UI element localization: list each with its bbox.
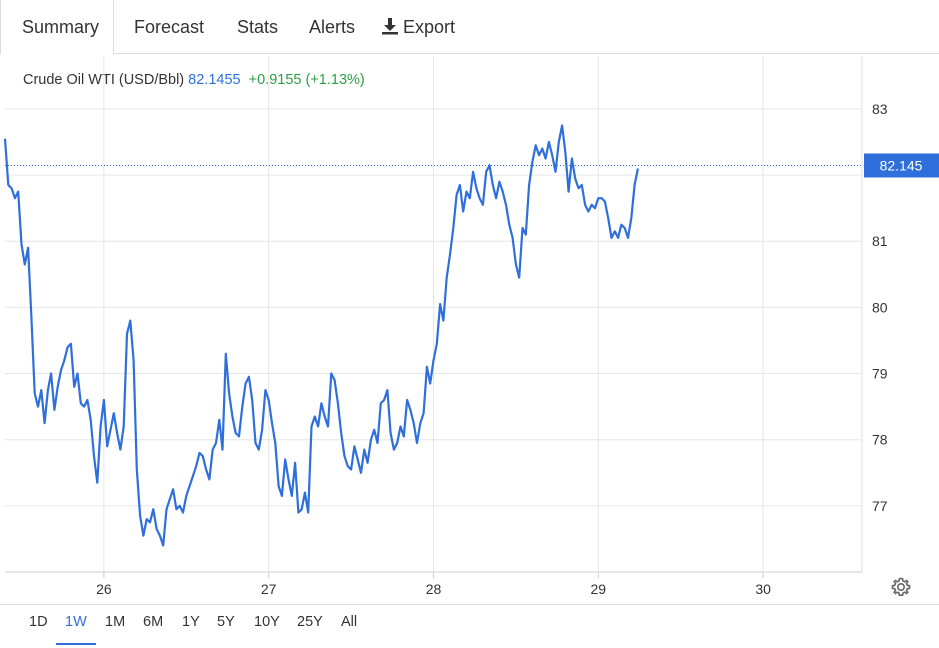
- y-tick-label: 80: [872, 299, 888, 315]
- range-1d[interactable]: 1D: [29, 614, 48, 630]
- range-1m[interactable]: 1M: [105, 614, 126, 630]
- y-tick-label: 83: [872, 101, 888, 117]
- y-tick-label: 79: [872, 366, 888, 382]
- range-6m[interactable]: 6M: [143, 614, 164, 630]
- tab-summary[interactable]: Summary: [0, 0, 115, 55]
- tab-forecast[interactable]: Forecast: [134, 17, 205, 37]
- x-tick-label: 29: [591, 581, 607, 597]
- range-1w[interactable]: 1W: [65, 614, 87, 630]
- range-selector: 1D 1W 1M 6M 1Y 5Y 10Y 25Y All: [0, 604, 939, 648]
- active-range-indicator: [56, 643, 96, 645]
- x-tick-label: 27: [261, 581, 277, 597]
- price-series-line: [3, 124, 639, 547]
- tab-alerts[interactable]: Alerts: [309, 17, 356, 37]
- x-tick-label: 28: [426, 581, 442, 597]
- y-tick-label: 78: [872, 432, 888, 448]
- range-25y[interactable]: 25Y: [297, 614, 323, 630]
- legend-price: 82.1455: [188, 72, 241, 88]
- range-10y[interactable]: 10Y: [254, 614, 280, 630]
- last-price-label: 82.145: [880, 157, 923, 173]
- tab-stats[interactable]: Stats: [237, 17, 279, 37]
- y-tick-label: 77: [872, 498, 888, 514]
- range-all[interactable]: All: [341, 614, 358, 630]
- gear-icon[interactable]: [890, 576, 912, 598]
- download-icon: [382, 18, 398, 35]
- legend-change: +0.9155 (+1.13%): [248, 72, 365, 88]
- last-price-badge: [864, 153, 939, 178]
- export-label: Export: [403, 17, 456, 37]
- export-button[interactable]: Export: [381, 0, 455, 54]
- x-tick-label: 26: [96, 581, 112, 597]
- y-tick-label: 81: [872, 233, 888, 249]
- price-chart[interactable]: 77 78 79 80 81 83 26 27 28 29 30 82.145: [0, 54, 939, 604]
- x-tick-label: 30: [755, 581, 771, 597]
- range-5y[interactable]: 5Y: [217, 614, 235, 630]
- tab-bar: Summary Forecast Stats Alerts Export: [0, 0, 939, 55]
- range-1y[interactable]: 1Y: [182, 614, 200, 630]
